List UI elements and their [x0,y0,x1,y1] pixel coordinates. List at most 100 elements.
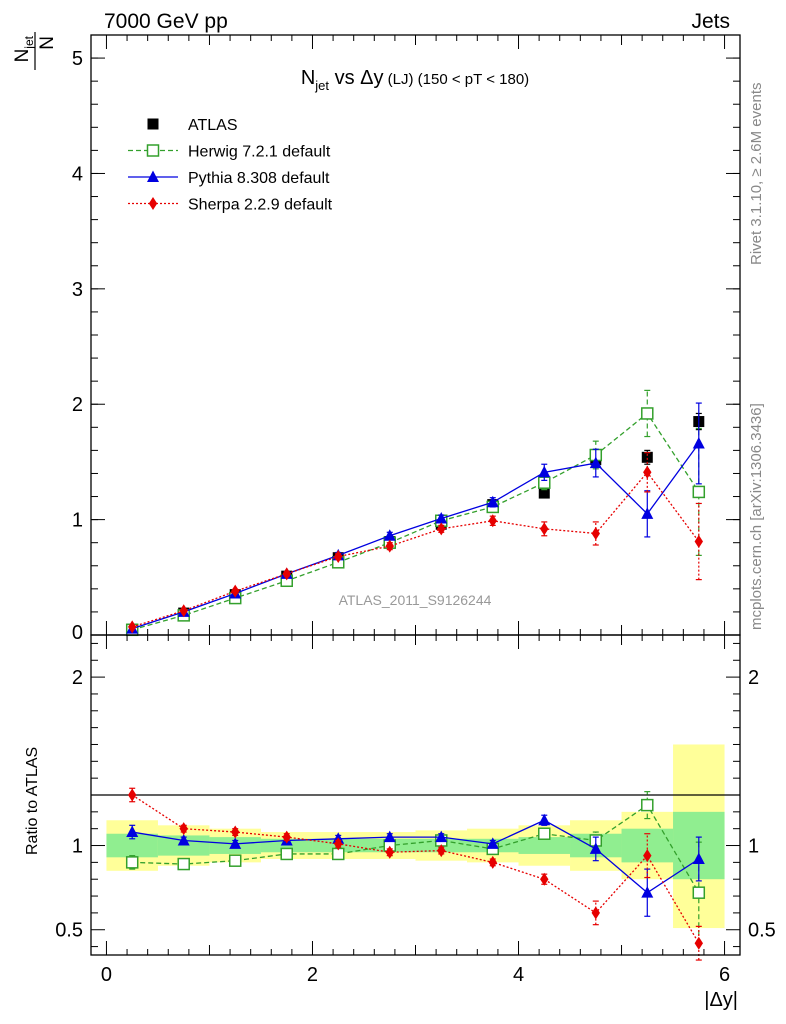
data-marker [486,495,499,508]
legend-item: Herwig 7.2.1 default [128,144,331,161]
data-marker [591,906,600,920]
data-marker [540,522,549,536]
data-marker [538,487,550,499]
data-marker [231,584,240,598]
ratio-band-inner [518,837,571,854]
legend-label: Herwig 7.2.1 default [188,144,331,161]
ratio-bands [106,744,725,929]
data-marker [641,798,654,812]
data-marker [177,833,190,846]
data-marker [282,830,291,844]
data-marker [147,170,159,182]
data-marker [643,849,652,863]
y-tick-label: 1 [72,510,83,532]
data-marker [385,539,394,553]
data-marker [488,855,497,869]
title-n: N [301,67,315,89]
data-marker [694,936,703,950]
data-marker [177,857,190,871]
data-marker [280,847,293,861]
y-tick-label: 5 [72,48,83,70]
data-marker [126,825,139,838]
legend-label: Sherpa 2.2.9 default [188,197,333,214]
data-marker [692,886,706,899]
data-marker [146,144,160,157]
ylabel-numerator: N [12,49,33,63]
main-panel: 1 2 3 4 5 0 [72,34,741,644]
series-line [132,471,700,628]
ratio-band-inner [260,838,313,853]
rivet-side-label: Rivet 3.1.10, ≥ 2.6M events [748,83,765,266]
data-marker [231,825,240,839]
data-marker [148,197,158,210]
main-axes-ticks: 1 2 3 4 5 0 [72,35,740,644]
x-axis-label: |Δy| [704,989,738,1011]
data-marker [147,118,159,130]
series-line [132,819,700,894]
title-range: (150 < pT < 180) [414,71,530,88]
data-marker [540,872,549,886]
series-line [132,443,700,630]
data-marker [641,886,654,898]
data-marker [589,842,602,854]
ratio-plot-frame [90,634,741,956]
data-marker [641,451,653,463]
series-line [132,412,700,631]
analysis-watermark: ATLAS_2011_S9126244 [339,592,492,608]
ylabel-numerator-sub: jet [22,35,36,49]
series-sherpa [128,452,703,634]
legend-label: ATLAS [188,117,238,134]
x-tick-label: 6 [719,964,730,986]
data-marker [385,845,394,859]
series-sherpa [128,787,703,961]
data-marker [488,514,497,528]
series-line [132,804,700,894]
data-marker [692,436,705,449]
ratio-axes-ticks: 0 2 4 6 0.5 0.5 1 1 2 2 [55,635,776,986]
header-left-label: 7000 GeV pp [104,10,228,33]
data-marker [125,856,139,869]
svg-text:Njet: Njet [12,35,36,62]
series-pythia [126,813,705,917]
ratio-band-inner [106,833,158,858]
title-vs: vs [329,67,360,89]
x-tick-label: 0 [101,964,112,986]
y-tick-label-right: 1 [748,836,759,858]
data-marker [641,407,654,420]
data-marker [435,830,448,843]
data-marker [334,550,343,564]
data-marker [694,535,703,549]
y-tick-label: 1 [72,836,83,858]
legend-item: ATLAS [147,117,238,134]
y-tick-label-right: 0.5 [748,920,776,942]
data-marker [435,511,448,524]
data-marker [692,485,706,499]
data-marker [591,526,600,540]
data-marker [486,837,499,849]
data-marker [179,822,188,836]
title-lj: (LJ) [384,71,414,88]
data-marker [692,852,705,864]
legend: ATLAS Herwig 7.2.1 default Pythia 8.308 de… [128,117,333,214]
data-marker [538,827,551,840]
header-right-label: Jets [691,10,730,33]
main-title: Njet vs Δy (LJ) (150 < pT < 180) [301,67,529,93]
data-marker [228,854,242,867]
ratio-series [125,787,706,961]
data-marker [437,522,446,536]
x-tick-label: 2 [307,964,318,986]
legend-item: Pythia 8.308 default [128,170,330,187]
legend-label: Pythia 8.308 default [188,170,330,187]
y-tick-label: 4 [72,163,83,185]
ylabel-denominator: N [37,36,58,50]
title-n-sub: jet [314,78,329,93]
data-marker [128,788,137,802]
data-marker [128,620,137,634]
data-marker [282,567,291,581]
data-marker [383,830,396,843]
y-tick-label-right: 2 [748,667,759,689]
y-tick-label: 0.5 [55,920,83,942]
main-ylabel: Njet N [12,32,58,70]
legend-item: Sherpa 2.2.9 default [128,197,333,214]
